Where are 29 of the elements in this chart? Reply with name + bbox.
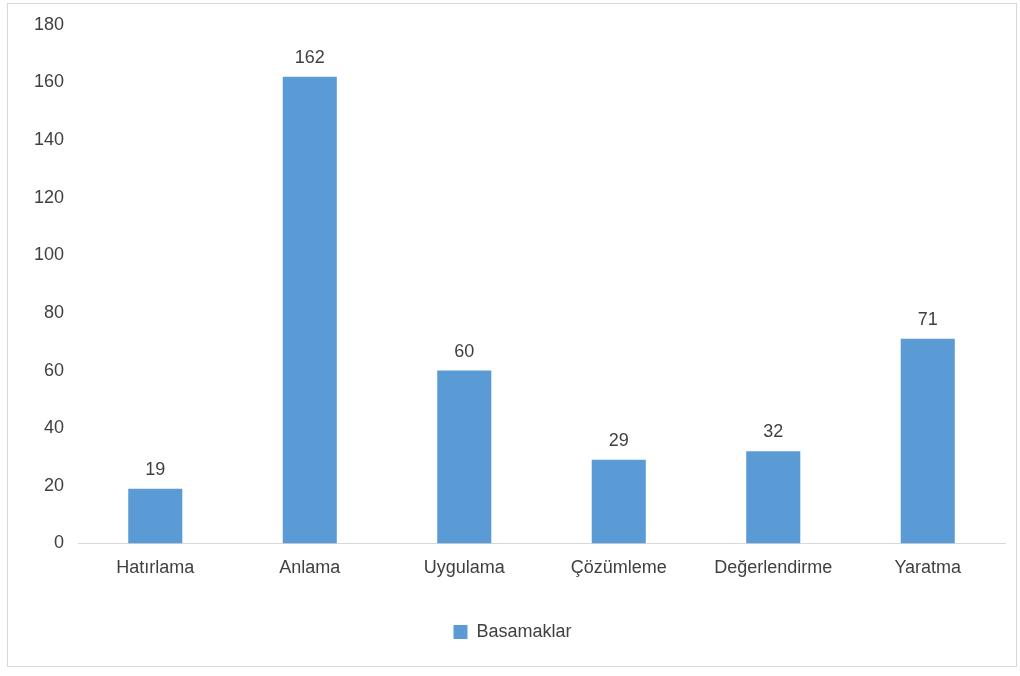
y-tick-label: 40 — [44, 417, 65, 438]
y-tick-label: 100 — [33, 244, 65, 265]
data-label: 60 — [454, 340, 475, 361]
x-tick-label: Çözümleme — [570, 557, 667, 578]
data-label: 162 — [294, 46, 325, 67]
x-tick-label: Anlama — [279, 557, 342, 578]
bar — [128, 488, 183, 544]
bar — [437, 370, 492, 544]
x-tick-label: Hatırlama — [116, 557, 196, 578]
x-tick-label: Yaratma — [894, 557, 963, 578]
y-tick-label: 140 — [33, 129, 65, 150]
data-label: 32 — [763, 421, 784, 442]
data-label: 71 — [917, 308, 938, 329]
x-tick-label: Uygulama — [423, 557, 506, 578]
bar — [591, 459, 646, 544]
y-tick-label: 60 — [44, 359, 65, 380]
bar — [746, 451, 801, 544]
legend-label: Basamaklar — [476, 620, 572, 641]
data-label: 19 — [145, 458, 166, 479]
y-tick-label: 160 — [33, 71, 65, 92]
bar — [282, 76, 337, 544]
x-tick-label: Değerlendirme — [714, 557, 833, 578]
data-label: 29 — [608, 429, 629, 450]
y-tick-label: 180 — [33, 13, 65, 34]
y-tick-label: 80 — [44, 301, 65, 322]
bar — [900, 338, 955, 544]
y-tick-label: 0 — [54, 532, 65, 553]
y-tick-label: 120 — [33, 186, 65, 207]
y-tick-label: 20 — [44, 474, 65, 495]
